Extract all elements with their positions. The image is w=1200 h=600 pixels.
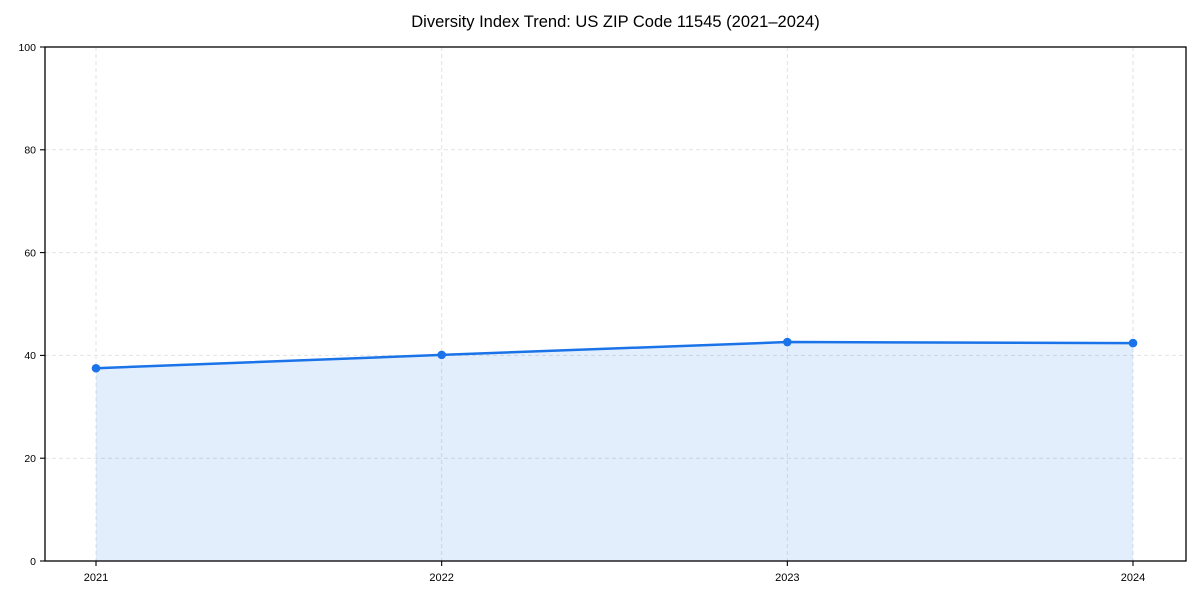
y-tick-label: 40: [24, 350, 36, 362]
x-tick-label: 2021: [84, 572, 108, 584]
data-point: [1128, 338, 1138, 348]
y-tick-label: 80: [24, 145, 36, 157]
plot-border: [44, 46, 1187, 562]
y-tick-label: 60: [24, 247, 36, 259]
chart-title: Diversity Index Trend: US ZIP Code 11545…: [411, 13, 820, 31]
data-point: [783, 337, 792, 347]
y-tick-label: 100: [18, 42, 36, 54]
x-tick-label: 2024: [1121, 572, 1145, 584]
data-point: [437, 350, 446, 360]
area-fill: [96, 342, 1133, 561]
y-tick-label: 0: [30, 556, 36, 568]
x-tick-label: 2023: [775, 572, 799, 584]
x-tick-label: 2022: [429, 572, 453, 584]
data-point: [91, 363, 101, 373]
y-tick-label: 20: [24, 453, 36, 465]
trend-line: [94, 340, 1135, 370]
